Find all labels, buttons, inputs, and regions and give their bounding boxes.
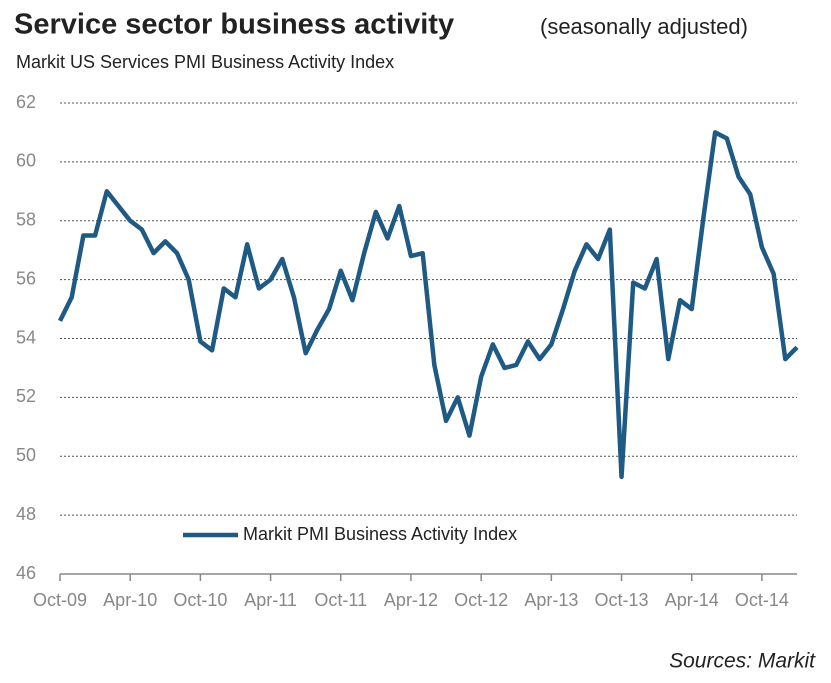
- x-tick-label: Apr-14: [665, 590, 719, 610]
- y-tick-label: 56: [16, 268, 36, 288]
- x-tick-label: Apr-12: [384, 590, 438, 610]
- x-tick-label: Oct-12: [454, 590, 508, 610]
- x-tick-label: Oct-11: [314, 590, 367, 610]
- data-line: [57, 130, 799, 480]
- title-note: (seasonally adjusted): [540, 14, 748, 39]
- source: Sources: Markit: [669, 650, 816, 673]
- y-tick-label: 60: [16, 151, 36, 171]
- y-tick-label: 50: [16, 445, 36, 465]
- x-tick-label: Apr-10: [103, 590, 157, 610]
- y-tick-label: 58: [16, 210, 36, 230]
- chart-title: Service sector business activity: [14, 9, 454, 41]
- y-tick-label: 48: [16, 504, 36, 524]
- x-tick-label: Oct-10: [173, 590, 227, 610]
- x-tick-label: Oct-09: [33, 590, 87, 610]
- x-tick-label: Apr-11: [244, 590, 297, 610]
- x-tick-label: Oct-14: [735, 590, 789, 610]
- y-tick-label: 54: [16, 327, 36, 347]
- x-tick-label: Oct-13: [595, 590, 649, 610]
- chart-subtitle: Markit US Services PMI Business Activity…: [16, 52, 394, 72]
- y-tick-label: 62: [16, 92, 36, 112]
- y-tick-label: 46: [16, 563, 36, 583]
- y-tick-label: 52: [16, 386, 36, 406]
- x-tick-label: Apr-13: [524, 590, 578, 610]
- legend-label: Markit PMI Business Activity Index: [243, 524, 517, 544]
